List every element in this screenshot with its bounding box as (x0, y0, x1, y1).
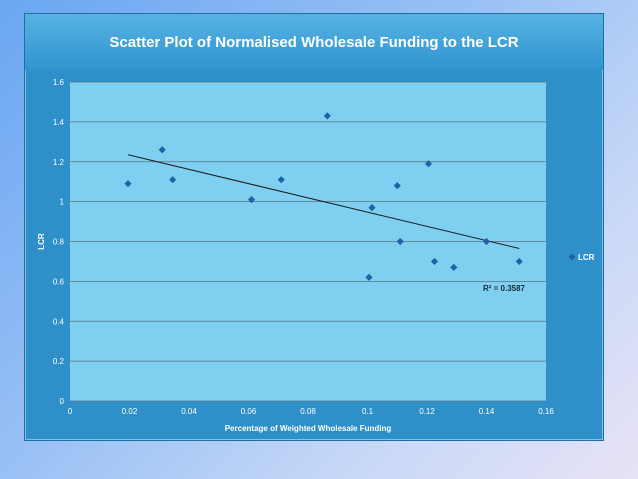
x-tick-label: 0.1 (362, 407, 374, 416)
data-point (323, 112, 331, 120)
r-squared-annotation: R² = 0.3587 (483, 284, 526, 293)
title-band (25, 14, 603, 70)
y-axis-ticks: 0 0.2 0.4 0.6 0.8 1 1.2 1.4 1.6 (53, 78, 65, 406)
y-tick-label: 0.2 (53, 357, 65, 366)
data-point (247, 196, 256, 204)
data-point (277, 176, 285, 184)
data-point (450, 263, 458, 272)
data-point (396, 237, 404, 246)
y-tick-label: 0.4 (53, 317, 65, 326)
data-point (368, 204, 376, 212)
data-point (482, 237, 491, 246)
data-point (365, 273, 373, 281)
x-tick-label: 0 (68, 407, 73, 416)
data-point (393, 182, 401, 190)
x-tick-label: 0.16 (538, 407, 554, 416)
x-tick-label: 0.14 (479, 407, 495, 416)
y-tick-label: 1.2 (53, 158, 65, 167)
y-tick-label: 1.4 (53, 118, 65, 127)
data-point (515, 257, 523, 266)
legend: LCR (568, 253, 595, 262)
x-tick-label: 0.08 (300, 407, 316, 416)
x-axis-ticks: 0 0.02 0.04 0.06 0.08 0.1 0.12 0.14 0.16 (68, 407, 555, 416)
x-tick-label: 0.06 (241, 407, 257, 416)
legend-marker-icon (568, 253, 576, 261)
x-tick-label: 0.12 (419, 407, 435, 416)
data-point (424, 160, 433, 168)
x-axis-label: Percentage of Weighted Wholesale Funding (225, 424, 392, 433)
trendline (127, 154, 520, 249)
gridlines (70, 81, 546, 402)
y-tick-label: 0.6 (53, 277, 65, 286)
y-tick-label: 1 (60, 198, 65, 207)
data-point (430, 257, 439, 266)
y-tick-label: 0.8 (53, 238, 65, 247)
legend-label: LCR (578, 253, 595, 262)
y-tick-label: 0 (60, 397, 65, 406)
x-tick-label: 0.04 (181, 407, 197, 416)
data-point (169, 176, 177, 184)
data-point (124, 180, 132, 188)
x-tick-label: 0.02 (122, 407, 138, 416)
data-point (158, 146, 166, 154)
y-tick-label: 1.6 (53, 78, 65, 87)
data-points (124, 112, 523, 281)
chart-title: Scatter Plot of Normalised Wholesale Fun… (109, 34, 519, 51)
y-axis-label: LCR (37, 233, 46, 250)
